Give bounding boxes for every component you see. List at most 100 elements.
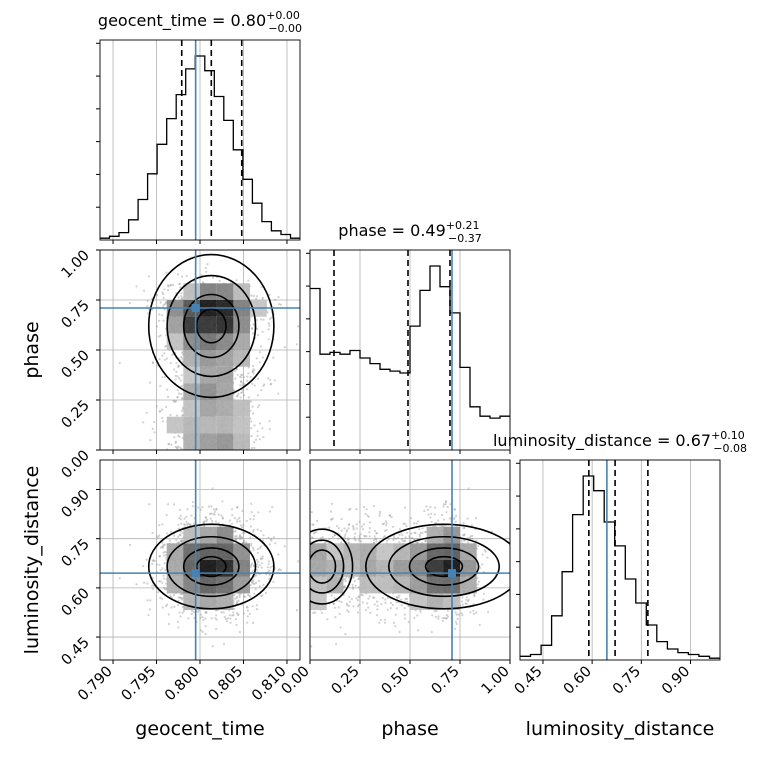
sample-point [268, 317, 271, 321]
density-cell [233, 416, 250, 434]
sample-point [445, 617, 448, 620]
sample-point [444, 617, 448, 620]
sample-point [199, 613, 202, 616]
sample-point [259, 345, 262, 348]
sample-point [241, 536, 244, 539]
sample-point [258, 585, 261, 588]
sample-point [118, 361, 121, 364]
sample-point [267, 377, 270, 380]
sample-point [158, 410, 161, 413]
sample-point [180, 356, 183, 359]
sample-point [181, 396, 184, 399]
sample-point [187, 617, 190, 620]
sample-point [164, 569, 167, 572]
sample-point [176, 620, 180, 623]
sample-point [245, 541, 248, 544]
sample-point [129, 543, 132, 547]
sample-point [239, 375, 242, 378]
sample-point [236, 520, 239, 523]
sample-point [176, 447, 179, 450]
sample-point [272, 580, 275, 583]
sample-point [372, 596, 375, 599]
sample-point [222, 611, 225, 614]
sample-point [167, 395, 170, 399]
sample-point [365, 508, 368, 511]
sample-point [185, 274, 188, 278]
sample-point [250, 510, 253, 514]
sample-point [240, 376, 243, 379]
sample-point [201, 616, 204, 619]
sample-point [231, 508, 234, 511]
sample-point [258, 579, 261, 583]
sample-point [258, 404, 261, 407]
sample-point [241, 391, 244, 394]
sample-point [155, 325, 158, 328]
sample-point [236, 395, 239, 398]
sample-point [242, 541, 245, 544]
sample-point [165, 587, 168, 590]
density-cell [183, 416, 200, 434]
sample-point [249, 536, 252, 539]
sample-point [240, 526, 244, 529]
sample-point [176, 273, 179, 276]
sample-point [243, 383, 246, 386]
sample-point [204, 633, 207, 636]
sample-point [163, 586, 166, 590]
sample-point [192, 610, 195, 614]
contour-line [147, 253, 275, 399]
sample-point [246, 609, 249, 612]
sample-point [241, 384, 244, 387]
sample-point [205, 611, 208, 614]
sample-point [251, 605, 254, 608]
sample-point [180, 275, 184, 278]
sample-point [267, 328, 270, 331]
sample-point [255, 604, 258, 607]
sample-point [179, 446, 182, 449]
sample-point [250, 435, 253, 438]
sample-point [331, 535, 334, 539]
sample-point [161, 597, 164, 600]
sample-point [177, 434, 180, 437]
sample-point [162, 304, 165, 307]
contour-line [195, 308, 227, 344]
sample-point [210, 512, 213, 515]
sample-point [191, 500, 195, 504]
sample-point [169, 594, 172, 597]
sample-point [347, 604, 351, 608]
sample-point [236, 600, 239, 603]
density-cell [233, 350, 250, 367]
sample-point [235, 623, 238, 627]
density-cell [183, 433, 200, 450]
sample-point [242, 612, 246, 615]
sample-point [233, 517, 236, 520]
sample-point [256, 563, 259, 566]
sample-point [249, 595, 252, 598]
sample-point [351, 586, 354, 589]
sample-point [250, 502, 253, 505]
sample-point [303, 341, 305, 343]
sample-point [234, 538, 238, 542]
sample-point [190, 514, 193, 517]
sample-point [231, 514, 234, 517]
sample-point [259, 545, 263, 548]
sample-point [206, 518, 209, 521]
sample-point [238, 536, 241, 539]
sample-point [252, 294, 255, 298]
sample-point [242, 376, 246, 379]
sample-point [255, 295, 258, 298]
sample-point [221, 517, 224, 520]
sample-point [354, 584, 357, 587]
sample-point [213, 513, 216, 516]
sample-point [421, 531, 424, 534]
sample-point [235, 597, 238, 600]
sample-point [251, 370, 254, 373]
sample-point [175, 539, 178, 542]
sample-point [165, 513, 168, 517]
sample-point [212, 508, 215, 511]
sample-point [259, 529, 262, 532]
sample-point [205, 516, 208, 519]
sample-point [236, 506, 239, 509]
sample-point [180, 598, 184, 601]
sample-point [175, 362, 178, 365]
panel-luminosity_distance-hist [542, 460, 691, 660]
